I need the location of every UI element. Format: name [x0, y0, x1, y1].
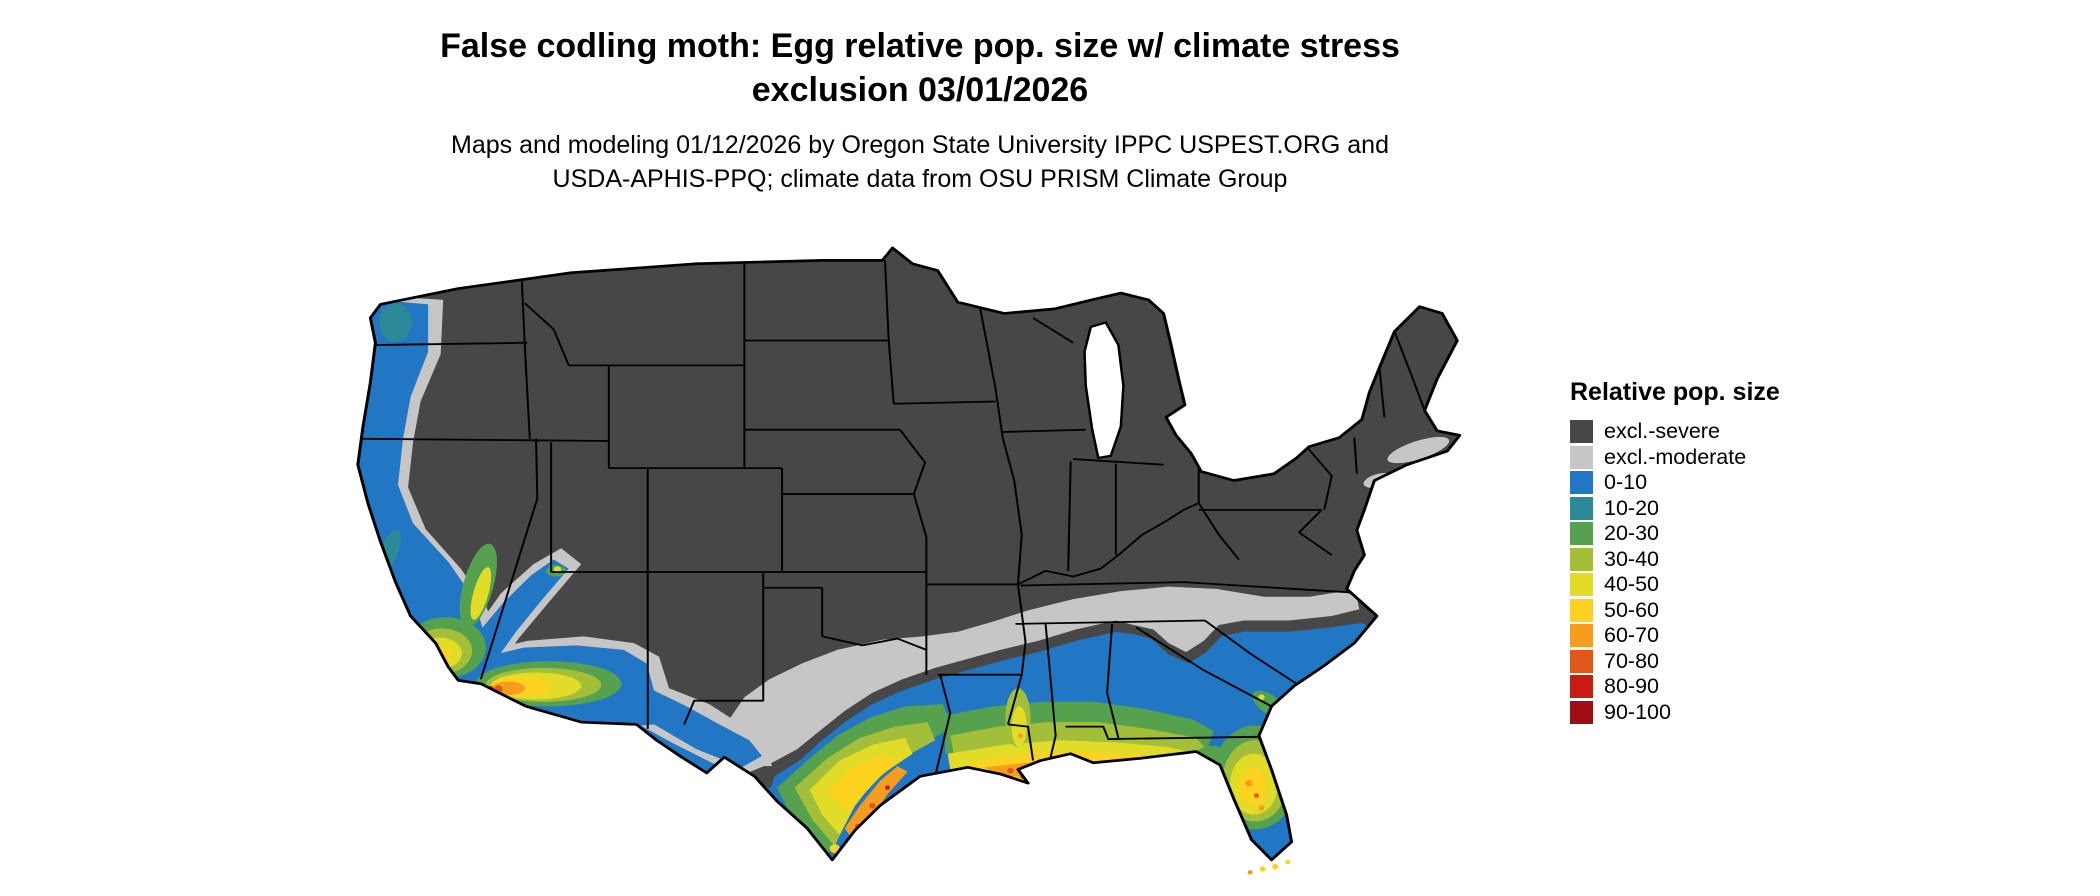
us-outline: [356, 246, 1462, 862]
legend-items: excl.-severe excl.-moderate 0-10 10-20 20-30…: [1570, 419, 1780, 725]
legend-item: 0-10: [1570, 470, 1780, 496]
map-subtitle-line2: USDA-APHIS-PPQ; climate data from OSU PR…: [552, 165, 1288, 193]
legend-item: 70-80: [1570, 649, 1780, 675]
legend-swatch: [1570, 522, 1593, 546]
florida-keys: [1247, 859, 1291, 875]
legend-swatch: [1570, 471, 1593, 495]
legend-swatch: [1570, 598, 1593, 622]
legend-swatch: [1570, 573, 1593, 597]
map-title-line2: exclusion 03/01/2026: [751, 71, 1089, 109]
legend-item-label: 30-40: [1604, 546, 1659, 571]
legend-item-label: 50-60: [1604, 597, 1659, 622]
legend-item: 50-60: [1570, 598, 1780, 624]
legend-item-label: 20-30: [1604, 521, 1659, 546]
legend-item-label: 90-100: [1604, 699, 1671, 724]
legend-swatch: [1570, 547, 1593, 571]
climate-zones: [357, 247, 1460, 860]
title-block: False codling moth: Egg relative pop. si…: [0, 24, 1840, 196]
legend-item: 40-50: [1570, 572, 1780, 598]
legend-item-label: excl.-severe: [1604, 419, 1720, 444]
legend-item: 30-40: [1570, 547, 1780, 573]
legend-item-label: 40-50: [1604, 572, 1659, 597]
state-borders: [359, 260, 1426, 777]
legend-item: excl.-severe: [1570, 419, 1780, 445]
legend-item: 20-30: [1570, 521, 1780, 547]
legend-swatch: [1570, 649, 1593, 673]
legend-item-label: 10-20: [1604, 495, 1659, 520]
legend-item: 90-100: [1570, 700, 1780, 726]
legend-item-label: 80-90: [1604, 674, 1659, 699]
map-title-line1: False codling moth: Egg relative pop. si…: [440, 27, 1400, 65]
legend-item-label: 0-10: [1604, 470, 1648, 495]
legend-swatch: [1570, 624, 1593, 648]
legend-item-label: 60-70: [1604, 623, 1659, 648]
legend-item: 80-90: [1570, 674, 1780, 700]
legend-swatch: [1570, 445, 1593, 469]
legend-item: excl.-moderate: [1570, 445, 1780, 471]
lake-michigan: [1083, 321, 1125, 460]
map-title: False codling moth: Egg relative pop. si…: [0, 24, 1840, 112]
map-subtitle-line1: Maps and modeling 01/12/2026 by Oregon S…: [451, 131, 1389, 159]
legend-item: 60-70: [1570, 623, 1780, 649]
legend: Relative pop. size excl.-severe excl.-mod…: [1570, 378, 1780, 725]
us-map: [270, 196, 1525, 896]
legend-item-label: 70-80: [1604, 648, 1659, 673]
legend-item: 10-20: [1570, 496, 1780, 522]
legend-swatch: [1570, 496, 1593, 520]
us-map-svg: [356, 246, 1462, 875]
legend-item-label: excl.-moderate: [1604, 444, 1747, 469]
map-subtitle: Maps and modeling 01/12/2026 by Oregon S…: [0, 128, 1840, 196]
legend-swatch: [1570, 420, 1593, 444]
legend-swatch: [1570, 700, 1593, 724]
legend-title: Relative pop. size: [1570, 378, 1780, 406]
legend-swatch: [1570, 675, 1593, 699]
